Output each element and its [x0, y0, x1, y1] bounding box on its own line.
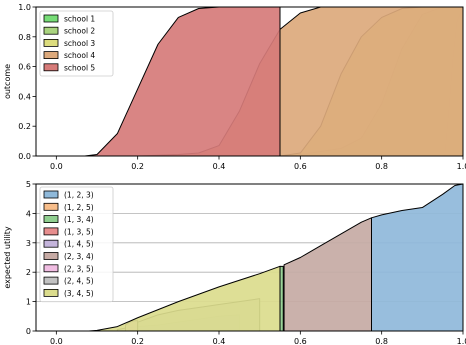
y-axis-label: expected utility [3, 226, 12, 289]
y-tick-label: 5 [26, 180, 31, 189]
legend-label: (1, 2, 5) [64, 203, 94, 212]
legend-label: (2, 4, 5) [64, 277, 94, 286]
y-tick-label: 0.6 [18, 63, 31, 72]
y-tick-label: 0.8 [18, 33, 31, 42]
axes-frame [35, 183, 464, 332]
x-tick-label: 0.0 [50, 162, 63, 171]
y-tick-label: 1.0 [18, 3, 31, 12]
legend-label: school 5 [64, 63, 95, 72]
y-tick-label: 0 [26, 327, 31, 336]
series-areas: (1, 2, 3)(1, 3, 4)(1, 4, 5)(2, 3, 4)(2, … [88, 184, 463, 331]
legend-label: (1, 3, 5) [64, 227, 94, 236]
legend-swatch [43, 227, 59, 236]
legend-swatch [43, 26, 59, 35]
legend-swatch [43, 264, 59, 273]
legend-swatch [43, 51, 59, 59]
legend-swatch [43, 202, 59, 211]
legend: school 1 school 2 school 3 school 4 school 5 [39, 10, 114, 77]
x-tick-label: 0.8 [375, 337, 388, 345]
legend-label: school 3 [64, 39, 95, 48]
axes-frame [35, 6, 464, 157]
legend-label: school 4 [64, 51, 95, 60]
y-tick-label: 0.2 [18, 122, 31, 131]
y-tick-label: 0.4 [18, 92, 31, 101]
x-tick-label: 0.0 [50, 337, 63, 345]
legend: (1, 2, 3) (1, 2, 5) (1, 3, 4) (1, 3, 5) (1, … [39, 186, 114, 303]
x-tick-label: 0.6 [294, 337, 307, 345]
area-series-6: (2, 3, 4) [283, 217, 372, 331]
x-tick-label: 0.2 [131, 162, 144, 171]
y-tick-label: 1 [26, 298, 31, 307]
x-tick-label: 0.4 [213, 162, 226, 171]
x-tick-label: 0.2 [131, 337, 144, 345]
y-tick-label: 2 [26, 268, 31, 277]
legend-swatch [43, 14, 59, 23]
legend-swatch [43, 190, 59, 199]
legend-label: (3, 4, 5) [64, 289, 94, 298]
legend-swatch [43, 288, 59, 297]
legend-swatch [43, 252, 59, 260]
legend-swatch [43, 63, 59, 72]
legend-label: school 1 [64, 15, 95, 24]
y-tick-label: 4 [26, 209, 31, 218]
x-tick-label: 0.8 [375, 162, 388, 171]
x-tick-label: 1.0 [457, 162, 466, 171]
x-tick-label: 0.6 [294, 162, 307, 171]
y-tick-label: 3 [26, 239, 31, 248]
legend-label: (2, 3, 4) [64, 252, 94, 261]
legend-label: (1, 3, 4) [64, 215, 94, 224]
y-axis-label: outcome [3, 64, 12, 99]
expected-utility-chart: (1, 2, 3) (1, 3, 4) (1, 4, 5) (2, 3, 4) (2, … [3, 180, 466, 345]
legend-label: (1, 2, 3) [64, 191, 94, 200]
area-series-5: school 5 [84, 7, 281, 156]
x-tick-label: 0.4 [213, 337, 226, 345]
x-tick-label: 1.0 [457, 337, 466, 345]
legend-swatch [43, 239, 59, 248]
legend-label: (2, 3, 5) [64, 264, 94, 273]
area-series-1: (1, 2, 3) [371, 184, 463, 331]
legend-label: (1, 4, 5) [64, 240, 94, 249]
area-series-9: (3, 4, 5) [88, 265, 281, 331]
y-tick-label: 0.0 [18, 152, 31, 161]
legend-label: school 2 [64, 27, 95, 36]
legend-swatch [43, 276, 59, 285]
legend-swatch [43, 39, 59, 47]
legend-swatch [43, 215, 59, 224]
